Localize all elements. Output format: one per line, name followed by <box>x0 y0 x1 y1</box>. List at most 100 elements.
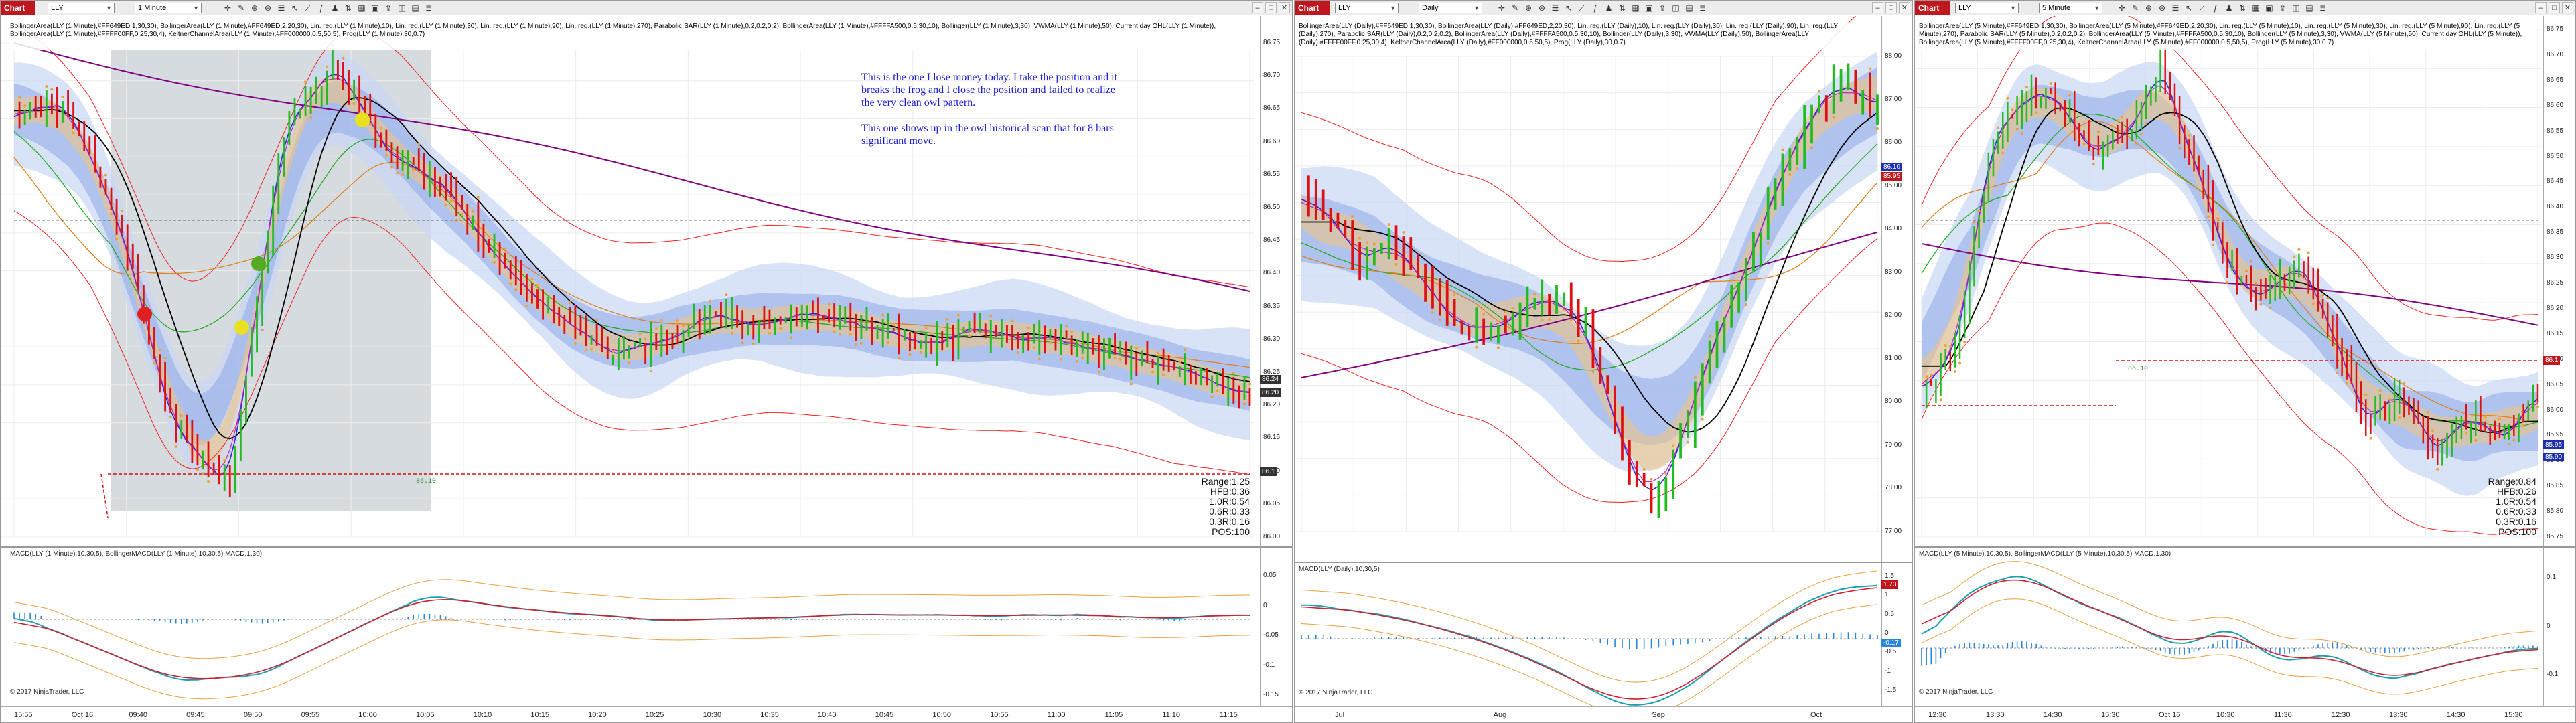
macd-axis[interactable]: 0.05 0 -0.05 -0.1 -0.15 <box>1260 548 1292 706</box>
macd-axis[interactable]: 1.5 1 0.5 0 -0.5 -1 -1.5 <box>1881 563 1912 706</box>
chart-menu-button[interactable]: Chart <box>1295 1 1330 15</box>
sar-dot <box>849 333 852 336</box>
bollinger-macd-upper <box>1921 561 2538 657</box>
pencil-icon[interactable]: ✎ <box>2131 3 2139 13</box>
price-axis[interactable]: 86.75 86.70 86.65 86.60 86.55 86.50 86.45 86.40… <box>2543 16 2575 546</box>
strategies-icon[interactable]: ♟ <box>1605 3 1613 13</box>
strategies-icon[interactable]: ♟ <box>2225 3 2233 13</box>
time-axis[interactable]: Jul Aug Sep Oct <box>1295 706 1912 722</box>
list-icon[interactable]: ≣ <box>1699 3 1707 13</box>
snapshot-icon[interactable]: ▣ <box>2265 3 2273 13</box>
zoom-out-icon[interactable]: ⊖ <box>2158 3 2166 13</box>
data-box-icon[interactable]: ▦ <box>1632 3 1640 13</box>
snapshot-icon[interactable]: ▣ <box>371 3 379 13</box>
maximize-icon[interactable]: □ <box>1885 2 1897 13</box>
indicators-icon[interactable]: ƒ <box>1593 3 1598 13</box>
axis-label: 85.85 <box>2547 482 2564 490</box>
interval-selector[interactable]: 5 Minute ▼ <box>2039 3 2102 13</box>
indicators-icon[interactable]: ƒ <box>2213 3 2218 13</box>
minimize-icon[interactable]: – <box>1252 2 1263 13</box>
macd-chart-svg <box>1301 570 1878 706</box>
crosshair-icon[interactable]: ✛ <box>2118 3 2126 13</box>
template-icon[interactable]: ◫ <box>2292 3 2300 13</box>
list-icon[interactable]: ≣ <box>2319 3 2327 13</box>
pointer-icon[interactable]: ↖ <box>2185 3 2193 13</box>
time-axis[interactable]: 12:30 13:30 14:30 15:30 Oct 16 10:30 11:30 12:3… <box>1915 706 2575 722</box>
sar-dot <box>2226 280 2229 284</box>
price-chart-svg <box>1915 16 2542 538</box>
time-label: Oct <box>1810 711 1822 719</box>
zoom-in-icon[interactable]: ⊕ <box>251 3 259 13</box>
chart-menu-button[interactable]: Chart <box>1915 1 1950 15</box>
properties-icon[interactable]: ☰ <box>2171 3 2179 13</box>
sar-dot <box>444 203 447 206</box>
price-axis[interactable]: 88.00 87.00 86.00 85.00 84.00 83.00 82.00 81.00… <box>1881 16 1912 562</box>
sar-dot <box>1953 370 1956 373</box>
close-icon[interactable]: ✕ <box>2562 2 2573 13</box>
draw-tool-icon[interactable]: ⟋ <box>305 3 311 13</box>
pointer-icon[interactable]: ↖ <box>291 3 299 13</box>
sar-dot <box>1351 215 1354 218</box>
axis-label: 79.00 <box>1885 440 1902 449</box>
template-icon[interactable]: ◫ <box>1672 3 1680 13</box>
instrument-selector[interactable]: LLY ▼ <box>1955 3 2019 13</box>
chart-menu-button[interactable]: Chart <box>1 1 35 15</box>
list-icon[interactable]: ≣ <box>425 3 433 13</box>
minimize-icon[interactable]: – <box>1872 2 1883 13</box>
price-panel[interactable]: BollingerArea(LLY (1 Minute),#FF649ED,1,… <box>1 16 1292 546</box>
snapshot-icon[interactable]: ▣ <box>1645 3 1653 13</box>
crosshair-icon[interactable]: ✛ <box>224 3 232 13</box>
data-box-icon[interactable]: ▦ <box>2252 3 2260 13</box>
minimize-icon[interactable]: – <box>2535 2 2547 13</box>
zoom-in-icon[interactable]: ⊕ <box>2145 3 2153 13</box>
chart-trader-icon[interactable]: ⇅ <box>1618 3 1626 13</box>
macd-panel[interactable]: MACD(LLY (Daily),10,30,5) 1.5 1 0.5 0 -0.5 -1… <box>1295 562 1912 706</box>
maximize-icon[interactable]: □ <box>1265 2 1277 13</box>
strategies-icon[interactable]: ♟ <box>331 3 339 13</box>
price-tag: 86.1 <box>1260 467 1277 476</box>
share-icon[interactable]: ⇪ <box>384 3 392 13</box>
crosshair-icon[interactable]: ✛ <box>1498 3 1506 13</box>
sar-dot <box>163 356 167 359</box>
grid-icon[interactable]: ▤ <box>1685 3 1693 13</box>
level-line <box>100 473 109 519</box>
pencil-icon[interactable]: ✎ <box>237 3 245 13</box>
interval-selector[interactable]: Daily ▼ <box>1419 3 1482 13</box>
grid-icon[interactable]: ▤ <box>411 3 419 13</box>
draw-tool-icon[interactable]: ⟋ <box>2199 3 2206 13</box>
data-box-icon[interactable]: ▦ <box>358 3 366 13</box>
sar-dot <box>1548 317 1551 321</box>
draw-tool-icon[interactable]: ⟋ <box>1579 3 1585 13</box>
interval-selector[interactable]: 1 Minute ▼ <box>135 3 202 13</box>
instrument-selector[interactable]: LLY ▼ <box>1335 3 1399 13</box>
price-panel[interactable]: BollingerArea(LLY (Daily),#FF649ED,1,30,… <box>1295 16 1912 562</box>
instrument-selector[interactable]: LLY ▼ <box>48 3 115 13</box>
share-icon[interactable]: ⇪ <box>1658 3 1666 13</box>
grid-icon[interactable]: ▤ <box>2305 3 2313 13</box>
sar-dot <box>2508 442 2511 445</box>
window-controls: – □ ✕ <box>1872 2 1910 13</box>
macd-axis[interactable]: 0.1 0 -0.1 <box>2543 548 2575 706</box>
macd-panel[interactable]: MACD(LLY (5 Minute),10,30,5), BollingerM… <box>1915 546 2575 706</box>
pencil-icon[interactable]: ✎ <box>1511 3 1519 13</box>
properties-icon[interactable]: ☰ <box>1551 3 1559 13</box>
zoom-in-icon[interactable]: ⊕ <box>1524 3 1532 13</box>
price-panel[interactable]: BollingerArea(LLY (5 Minute),#FF649ED,1,… <box>1915 16 2575 546</box>
sar-dot <box>1672 444 1675 447</box>
pointer-icon[interactable]: ↖ <box>1565 3 1573 13</box>
zoom-out-icon[interactable]: ⊖ <box>264 3 272 13</box>
time-axis[interactable]: 15:55 Oct 16 09:40 09:45 09:50 09:55 10:00 10:0… <box>1 706 1292 722</box>
share-icon[interactable]: ⇪ <box>2279 3 2287 13</box>
chart-trader-icon[interactable]: ⇅ <box>2238 3 2246 13</box>
close-icon[interactable]: ✕ <box>1279 2 1290 13</box>
maximize-icon[interactable]: □ <box>2549 2 2560 13</box>
properties-icon[interactable]: ☰ <box>277 3 285 13</box>
instrument-value: LLY <box>51 4 64 12</box>
chart-trader-icon[interactable]: ⇅ <box>344 3 352 13</box>
indicators-icon[interactable]: ƒ <box>319 3 324 13</box>
close-icon[interactable]: ✕ <box>1899 2 1910 13</box>
zoom-out-icon[interactable]: ⊖ <box>1538 3 1546 13</box>
macd-panel[interactable]: MACD(LLY (1 Minute),10,30,5), BollingerM… <box>1 546 1292 706</box>
template-icon[interactable]: ◫ <box>398 3 406 13</box>
time-label: 11:10 <box>1162 711 1180 719</box>
